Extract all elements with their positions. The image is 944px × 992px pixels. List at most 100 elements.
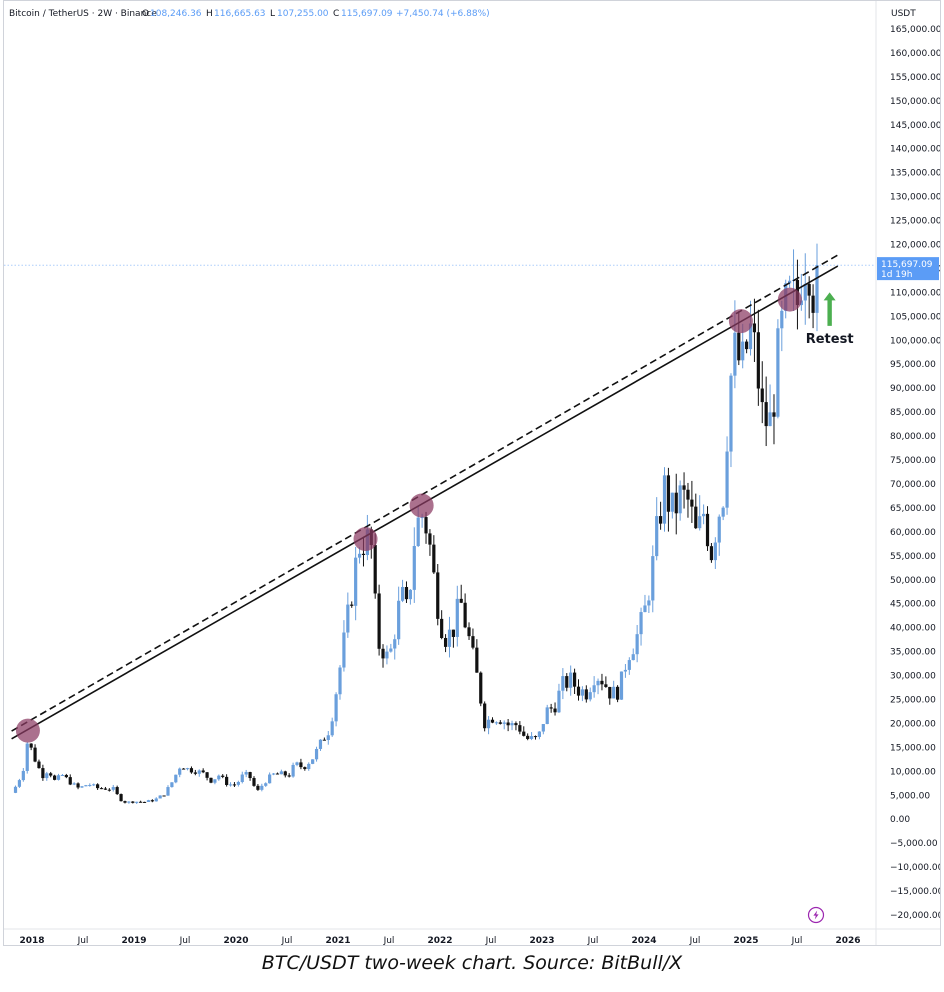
candle-body bbox=[561, 676, 565, 691]
candle-body bbox=[604, 684, 608, 687]
price-tick-label: 35,000.00 bbox=[890, 648, 936, 658]
candle-body bbox=[737, 332, 741, 361]
open-value: 108,246.36 bbox=[150, 9, 202, 19]
price-tick-label: 5,000.00 bbox=[890, 791, 930, 801]
candle-body bbox=[275, 773, 280, 775]
lightning-icon[interactable] bbox=[807, 906, 825, 924]
price-tick-label: 75,000.00 bbox=[890, 456, 936, 466]
price-tick-label: 80,000.00 bbox=[890, 432, 936, 442]
candle-body bbox=[662, 475, 667, 524]
time-tick-label: 2025 bbox=[733, 936, 758, 945]
candle-body bbox=[158, 795, 162, 799]
candle-body bbox=[600, 680, 604, 685]
candle-body bbox=[631, 654, 635, 661]
time-tick-label: Jul bbox=[179, 936, 191, 945]
candle-body bbox=[56, 775, 61, 780]
candle-body bbox=[311, 759, 315, 764]
candle-body bbox=[236, 781, 240, 785]
candle-body bbox=[119, 794, 123, 802]
price-tick-label: 155,000.00 bbox=[890, 73, 940, 83]
price-tick-label: 40,000.00 bbox=[890, 624, 936, 634]
candle-body bbox=[256, 785, 260, 790]
candle-body bbox=[440, 618, 444, 638]
candle-body bbox=[725, 451, 729, 508]
time-tick-label: Jul bbox=[77, 936, 89, 945]
candle-body bbox=[807, 283, 811, 296]
price-tick-label: 45,000.00 bbox=[890, 600, 936, 610]
candle-body bbox=[53, 775, 57, 780]
candle-body bbox=[217, 775, 221, 780]
candle-body bbox=[502, 722, 506, 724]
price-tick-label: 120,000.00 bbox=[890, 241, 940, 251]
currency-label: USDT bbox=[891, 9, 916, 19]
candle-body bbox=[213, 779, 217, 783]
candle-body bbox=[291, 764, 295, 777]
candle-body bbox=[357, 553, 362, 558]
candle-body bbox=[659, 516, 663, 524]
candle-body bbox=[674, 492, 678, 514]
candle-body bbox=[185, 768, 190, 770]
candle-body bbox=[475, 647, 479, 673]
candle-body bbox=[303, 767, 307, 770]
candle-body bbox=[13, 786, 18, 793]
candle-body bbox=[381, 648, 385, 659]
candle-body bbox=[279, 771, 283, 775]
candle-body bbox=[416, 517, 420, 547]
candle-body bbox=[752, 323, 757, 333]
candle-body bbox=[639, 612, 643, 635]
candle-body bbox=[729, 375, 733, 452]
retest-label: Retest bbox=[806, 332, 854, 347]
time-tick-label: 2018 bbox=[19, 936, 44, 945]
candle-body bbox=[103, 788, 108, 790]
time-tick-label: Jul bbox=[485, 936, 497, 945]
candle-body bbox=[760, 388, 764, 403]
candle-body bbox=[72, 783, 76, 785]
candle-body bbox=[643, 605, 647, 613]
candle-body bbox=[268, 774, 272, 784]
time-tick-label: 2026 bbox=[835, 936, 860, 945]
candle-body bbox=[393, 639, 397, 649]
price-tick-label: 100,000.00 bbox=[890, 336, 940, 346]
candle-body bbox=[741, 341, 745, 361]
figure-caption: BTC/USDT two-week chart. Source: BitBull… bbox=[261, 952, 683, 974]
price-tick-label: −10,000.00 bbox=[890, 863, 940, 873]
candle-body bbox=[260, 785, 264, 790]
last-price-tag[interactable]: 115,697.09 1d 19h bbox=[877, 257, 939, 281]
candle-body bbox=[647, 600, 651, 606]
price-tick-label: 125,000.00 bbox=[890, 217, 940, 227]
candle-body bbox=[580, 689, 585, 696]
trendline-touch-marker bbox=[15, 718, 40, 743]
candle-body bbox=[772, 412, 776, 417]
candle-body bbox=[811, 295, 815, 313]
candle-body bbox=[483, 703, 487, 729]
candle-body bbox=[463, 602, 467, 628]
price-tick-label: 140,000.00 bbox=[890, 145, 940, 155]
candle-body bbox=[592, 685, 596, 693]
retest-annotation: Retest bbox=[806, 292, 854, 347]
candle-body bbox=[420, 517, 424, 519]
candle-body bbox=[21, 770, 25, 781]
time-tick-label: Jul bbox=[383, 936, 395, 945]
candle-body bbox=[682, 485, 686, 490]
candle-body bbox=[651, 556, 655, 601]
candle-body bbox=[197, 770, 201, 774]
candle-body bbox=[84, 785, 88, 787]
candle-body bbox=[553, 708, 557, 713]
candle-body bbox=[803, 283, 807, 301]
candle-body bbox=[354, 557, 358, 606]
price-tick-label: 30,000.00 bbox=[890, 672, 936, 682]
candle-body bbox=[655, 516, 659, 557]
candle-body bbox=[295, 762, 299, 765]
open-label: O bbox=[142, 9, 149, 19]
candle-body bbox=[447, 629, 452, 647]
candle-body bbox=[68, 777, 72, 785]
time-tick-label: 2024 bbox=[631, 936, 656, 945]
candle-body bbox=[408, 589, 412, 600]
time-axis: 2018 Jul 2019 Jul 2020 Jul 2021 Jul 2022 Jul 2023 J… bbox=[19, 936, 860, 945]
candle-body bbox=[29, 743, 33, 748]
candle-body bbox=[334, 694, 338, 722]
candle-body bbox=[45, 773, 49, 779]
candle-body bbox=[713, 542, 717, 561]
price-tag-price: 115,697.09 bbox=[881, 260, 933, 270]
price-tag-countdown: 1d 19h bbox=[881, 270, 912, 280]
